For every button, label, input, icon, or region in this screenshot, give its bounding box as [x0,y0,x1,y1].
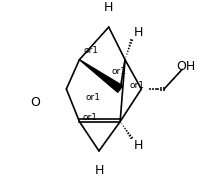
Polygon shape [79,60,123,92]
Text: H: H [134,26,143,39]
Text: OH: OH [176,61,196,74]
Text: or1: or1 [112,67,127,76]
Text: O: O [30,96,40,109]
Text: H: H [104,1,113,14]
Text: or1: or1 [83,46,98,55]
Text: or1: or1 [130,81,145,90]
Text: H: H [94,164,104,177]
Text: or1: or1 [82,113,97,122]
Text: H: H [134,139,143,152]
Text: or1: or1 [86,93,101,103]
